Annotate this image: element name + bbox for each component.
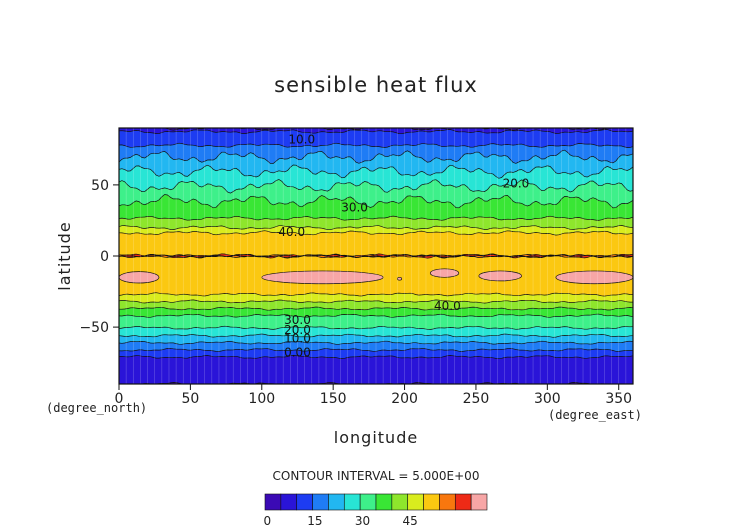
x-tick-label: 300 [534,391,561,407]
longitude-grid [125,128,627,384]
contour-line [119,179,633,194]
max-flux-region [261,270,384,285]
y-tick-label: 0 [100,249,109,265]
colorbar-segment [454,493,472,511]
colorbar-segment [375,493,393,511]
colorbar [264,493,488,511]
y-tick-label: 50 [91,178,109,194]
plot-area [119,128,633,384]
contour-label: 30.0 [284,313,311,327]
contour-line [119,129,633,135]
contour-line [119,225,633,231]
contour-line [119,347,633,352]
contour-label: 40.0 [278,225,305,239]
colorbar-segment [470,493,488,511]
max-flux-region [397,276,403,281]
contour-line [119,149,633,164]
colorbar-segment [280,493,298,511]
max-flux-region [119,271,160,284]
colorbar-tick-label: 0 [264,514,272,528]
contour-line [119,254,633,258]
x-tick-label: 100 [248,391,275,407]
colorbar-segment [343,493,361,511]
colorbar-segment [407,493,424,511]
contour-line [119,215,633,221]
x-axis: 0 50 100 150 200 250 300 350 [115,384,632,407]
max-flux-region [555,270,633,285]
y-axis-label: latitude [55,221,74,290]
x-units-label: (degree_east) [548,408,642,422]
contour-line [119,253,633,259]
colorbar-segment [328,493,345,511]
colorbar-tick-label: 30 [355,514,370,528]
contour-line [119,325,633,330]
contour-label: 20.0 [284,323,311,337]
contour-labels: 10.020.030.040.040.030.020.010.00.00 [278,132,529,359]
x-tick-label: 350 [605,391,632,407]
contour-line [119,194,633,209]
colorbar-segment [391,493,409,511]
contour-line [119,142,633,148]
x-tick-label: 50 [181,391,199,407]
y-axis: 50 0 −50 [79,178,119,336]
contour-line [119,355,633,360]
colorbar-tick-label: 15 [307,514,322,528]
contour-line [119,254,633,258]
contour-line [119,292,633,297]
contour-line [119,230,633,236]
contour-line [119,164,633,179]
x-tick-label: 250 [463,391,490,407]
x-tick-label: 0 [115,391,124,407]
chart-title: sensible heat flux [274,73,478,97]
colorbar-segment [312,493,329,511]
contour-label: 10.0 [284,331,311,345]
contour-label: 40.0 [434,299,461,313]
x-tick-label: 150 [320,391,347,407]
colorbar-segment [264,493,282,511]
x-tick-label: 200 [391,391,418,407]
heat-flux-bands [119,128,633,384]
max-flux-region [429,268,460,278]
max-flux-regions [119,268,633,285]
contour-label: 30.0 [341,201,368,215]
y-tick-label: −50 [79,320,109,336]
contour-line [119,299,633,304]
contour-line [119,313,633,318]
contour-line [119,340,633,345]
colorbar-segment [423,493,440,511]
x-axis-label: longitude [334,428,418,447]
contour-label: 10.0 [288,132,315,146]
colorbar-segment [359,493,377,511]
y-units-label: (degree_north) [46,401,147,415]
colorbar-ticks: 0 15 30 45 [264,514,418,528]
colorbar-segment [439,493,456,511]
contour-line [119,306,633,311]
contour-label: 0.00 [284,346,311,360]
contour-label: 20.0 [503,176,530,190]
contour-line [119,333,633,338]
colorbar-segment [296,493,313,511]
contour-interval-note: CONTOUR INTERVAL = 5.000E+00 [273,469,480,483]
max-flux-region [478,270,522,282]
colorbar-tick-label: 45 [402,514,417,528]
